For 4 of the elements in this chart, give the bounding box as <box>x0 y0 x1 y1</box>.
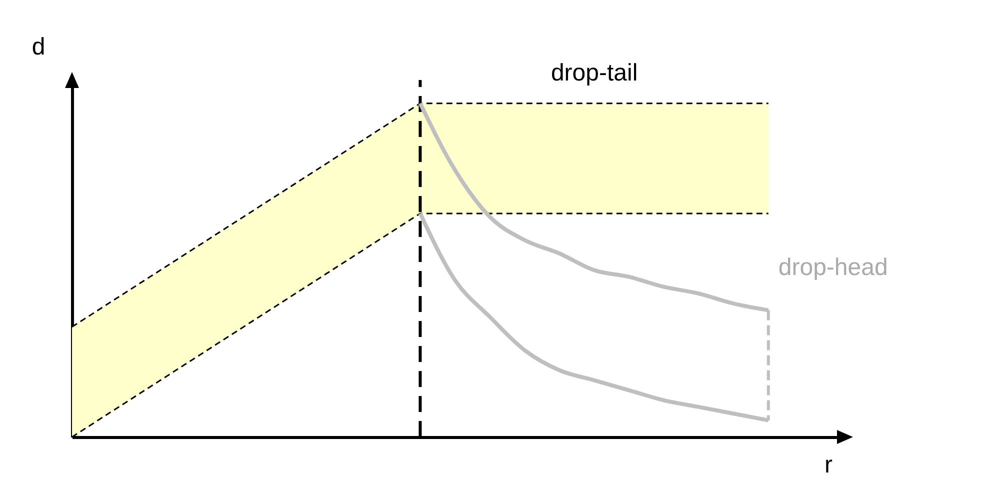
series-label: drop-tail <box>550 59 638 86</box>
x-axis-title: r <box>824 452 832 478</box>
series-label: drop-head <box>778 254 888 282</box>
y-axis-title: d <box>32 34 46 60</box>
